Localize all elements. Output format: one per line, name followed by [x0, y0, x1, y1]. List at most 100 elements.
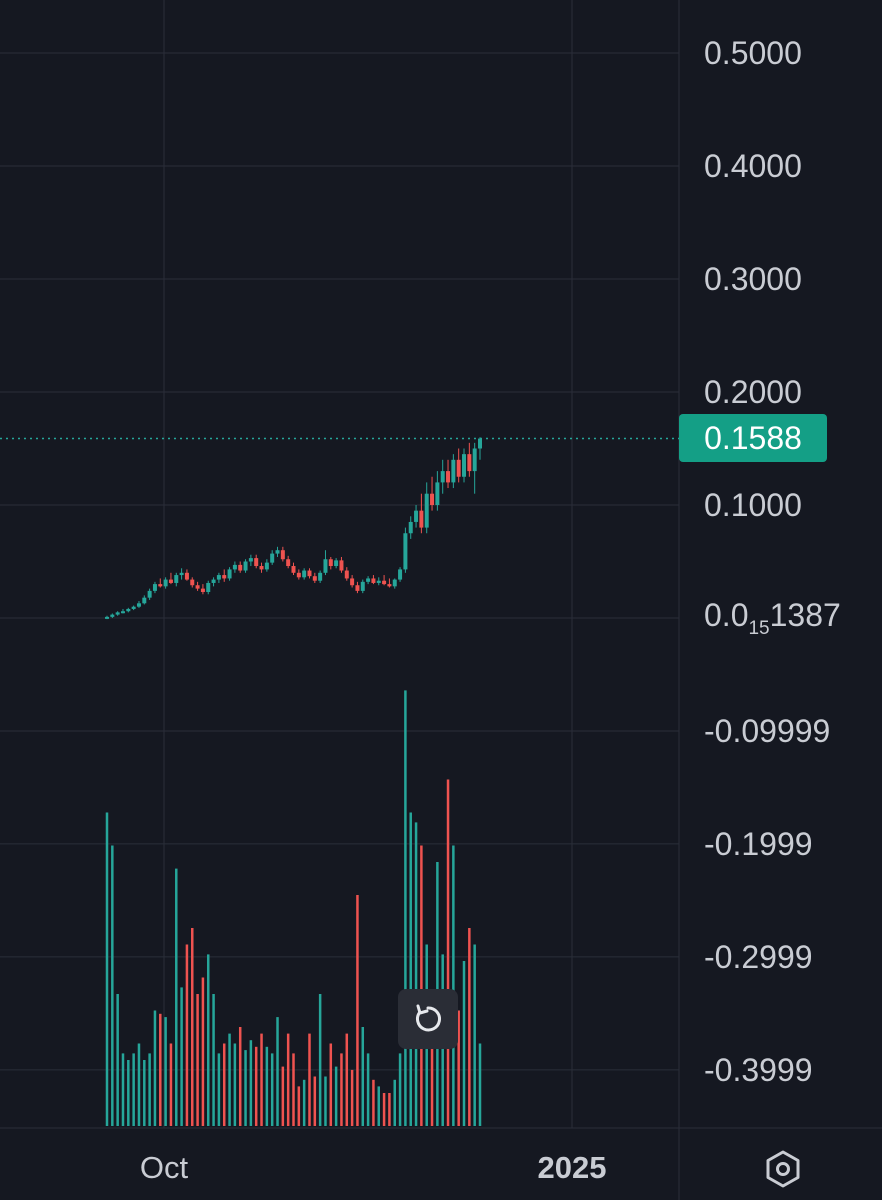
candle-body: [360, 581, 365, 591]
volume-bar: [478, 1043, 482, 1126]
price-axis-label: -0.09999: [704, 713, 830, 749]
reset-chart-button[interactable]: [398, 989, 458, 1049]
volume-bar: [281, 1066, 285, 1126]
volume-bar: [340, 1053, 343, 1126]
price-axis-label-zero: 0.0151387: [704, 597, 841, 639]
candle-body: [179, 572, 184, 576]
volume-bar: [452, 845, 455, 1126]
candle-body: [312, 576, 317, 581]
candle-body: [392, 579, 397, 587]
volume-bar: [313, 1076, 317, 1126]
candle-body: [264, 562, 269, 570]
volume-bars: [105, 690, 482, 1126]
volume-bar: [105, 812, 109, 1126]
candle-body: [350, 578, 355, 586]
candle-body: [195, 585, 200, 589]
candle-body: [136, 603, 141, 607]
candle-body: [168, 579, 173, 583]
candle-body: [254, 558, 259, 567]
candle-body: [280, 550, 285, 560]
volume-bar: [350, 1069, 354, 1126]
candle-body: [211, 579, 216, 583]
candle-body: [174, 575, 179, 583]
volume-bar: [137, 1043, 141, 1126]
candle-body: [456, 459, 461, 477]
volume-bar: [382, 1093, 386, 1126]
price-candles: [105, 437, 482, 620]
time-axis: Oct 2025: [140, 1150, 607, 1185]
volume-bar: [233, 1043, 237, 1126]
candle-body: [275, 550, 280, 554]
volume-bar: [404, 690, 407, 1126]
volume-bar: [329, 1043, 333, 1126]
candle-body: [339, 560, 344, 571]
time-axis-label: 2025: [538, 1150, 607, 1185]
candle-body: [467, 454, 472, 472]
candle-body: [387, 584, 392, 587]
price-axis-label: -0.1999: [704, 826, 813, 862]
volume-bar: [249, 1040, 253, 1126]
candle-body: [126, 608, 131, 612]
volume-bar: [169, 1043, 173, 1126]
price-axis-label: -0.2999: [704, 939, 813, 975]
candle-body: [296, 572, 301, 578]
volume-bar: [345, 1033, 349, 1126]
candle-body: [398, 569, 403, 580]
volume-bar: [457, 1010, 460, 1126]
volume-bar: [462, 961, 466, 1126]
volume-bar: [276, 1017, 279, 1126]
volume-bar: [254, 1046, 258, 1126]
volume-bar: [308, 1033, 311, 1126]
volume-bar: [372, 1079, 375, 1126]
candle-body: [131, 606, 136, 609]
volume-bar: [430, 1010, 434, 1126]
candle-body: [286, 559, 291, 567]
chart-settings-button[interactable]: [760, 1146, 806, 1192]
candle-body: [462, 454, 467, 477]
settings-hexagon-icon: [766, 1150, 800, 1188]
candle-body: [259, 566, 264, 570]
volume-bar: [420, 845, 423, 1126]
volume-bar: [356, 895, 359, 1126]
volume-bar: [409, 812, 412, 1126]
candle-body: [105, 616, 109, 619]
candle-body: [232, 564, 237, 570]
volume-bar: [153, 1010, 157, 1126]
volume-bar: [222, 1043, 226, 1126]
volume-bar: [270, 1053, 274, 1126]
candle-body: [451, 459, 456, 483]
volume-bar: [206, 954, 210, 1126]
candle-body: [147, 590, 152, 598]
candle-body: [270, 553, 275, 563]
volume-bar: [446, 779, 450, 1126]
volume-bar: [159, 1013, 162, 1126]
candle-body: [446, 471, 451, 483]
candle-body: [328, 559, 333, 567]
volume-bar: [185, 944, 189, 1126]
price-axis-label: 0.1000: [704, 487, 802, 523]
candle-body: [334, 560, 339, 567]
price-axis-label: 0.4000: [704, 148, 802, 184]
volume-bar: [297, 1086, 301, 1126]
candle-body: [472, 448, 477, 472]
candle-body: [424, 493, 429, 528]
candle-body: [184, 572, 189, 580]
volume-bar: [377, 1086, 381, 1126]
volume-bar: [265, 1046, 269, 1126]
candle-body: [408, 521, 413, 534]
candle-body: [115, 612, 120, 615]
volume-bar: [228, 1033, 231, 1126]
volume-bar: [121, 1053, 125, 1126]
volume-bar: [175, 868, 178, 1126]
price-axis-label: 0.3000: [704, 261, 802, 297]
candle-body: [376, 580, 381, 583]
volume-bar: [302, 1079, 306, 1126]
volume-bar: [196, 994, 199, 1126]
candle-body: [152, 584, 157, 591]
last-price-badge: 0.1588: [679, 414, 827, 462]
volume-bar: [361, 1027, 365, 1126]
candle-body: [307, 570, 312, 577]
candle-body: [371, 578, 376, 583]
